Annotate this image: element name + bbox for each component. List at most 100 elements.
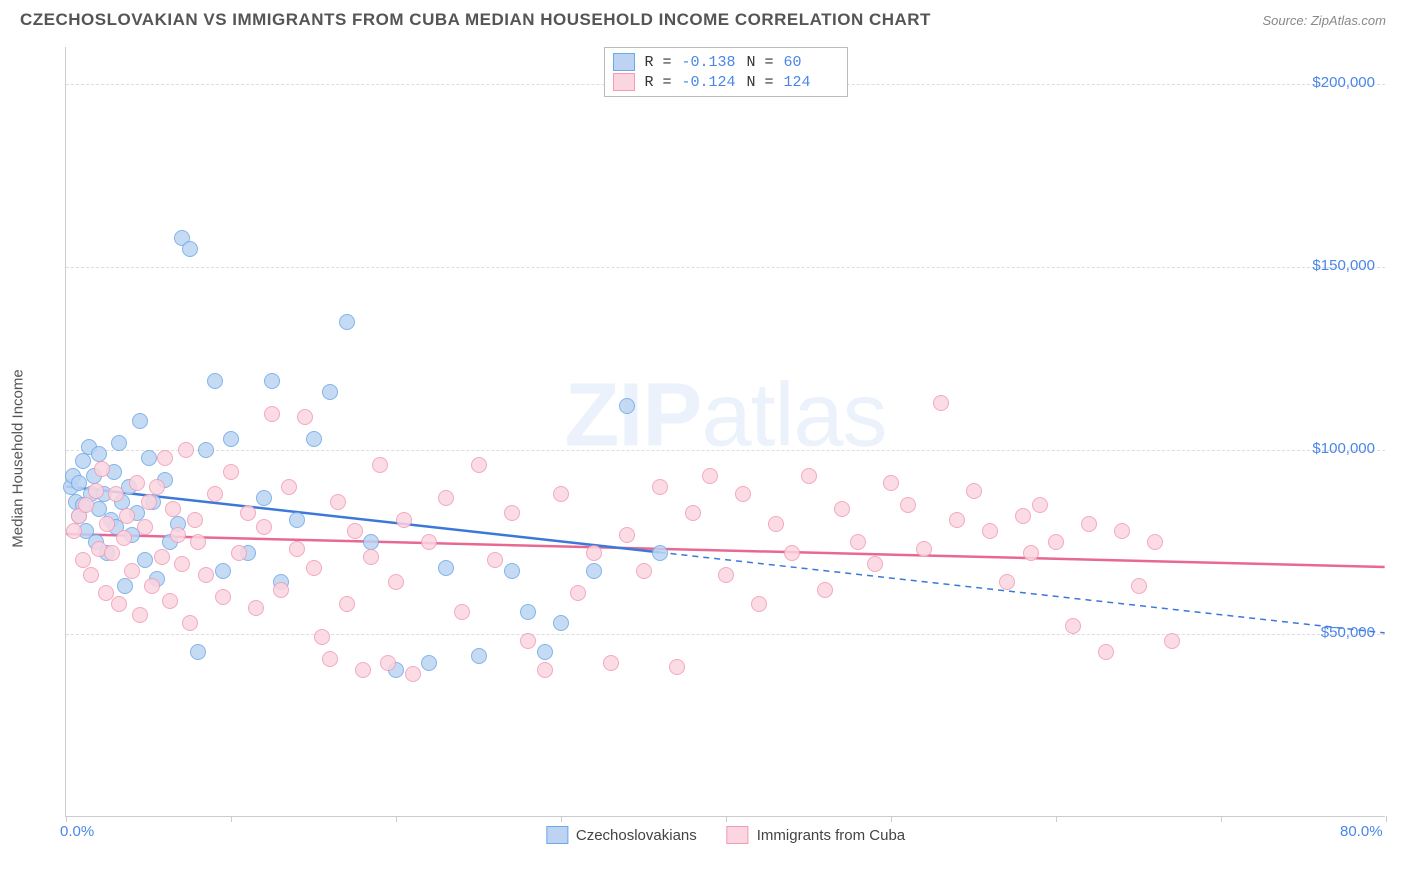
scatter-point xyxy=(883,475,899,491)
scatter-point xyxy=(322,384,338,400)
scatter-point xyxy=(306,431,322,447)
scatter-point xyxy=(652,545,668,561)
gridline xyxy=(66,634,1385,635)
scatter-point xyxy=(702,468,718,484)
scatter-point xyxy=(867,556,883,572)
scatter-point xyxy=(198,442,214,458)
legend-item-series2: Immigrants from Cuba xyxy=(727,826,905,844)
scatter-point xyxy=(471,457,487,473)
scatter-point xyxy=(141,494,157,510)
scatter-point xyxy=(240,505,256,521)
scatter-point xyxy=(949,512,965,528)
n-label: N = xyxy=(747,74,774,91)
scatter-point xyxy=(215,563,231,579)
bottom-legend: Czechoslovakians Immigrants from Cuba xyxy=(546,826,905,844)
scatter-point xyxy=(850,534,866,550)
scatter-point xyxy=(1023,545,1039,561)
swatch-series1 xyxy=(612,53,634,71)
scatter-point xyxy=(735,486,751,502)
scatter-point xyxy=(982,523,998,539)
scatter-point xyxy=(182,615,198,631)
x-tick xyxy=(396,816,397,822)
scatter-point xyxy=(570,585,586,601)
scatter-point xyxy=(88,483,104,499)
scatter-point xyxy=(405,666,421,682)
scatter-point xyxy=(108,486,124,502)
scatter-point xyxy=(933,395,949,411)
n-value-series1: 60 xyxy=(784,54,839,71)
scatter-point xyxy=(94,461,110,477)
scatter-point xyxy=(190,534,206,550)
scatter-point xyxy=(339,314,355,330)
x-tick-label: 0.0% xyxy=(60,823,94,840)
scatter-point xyxy=(636,563,652,579)
scatter-point xyxy=(586,545,602,561)
scatter-point xyxy=(355,662,371,678)
scatter-point xyxy=(111,596,127,612)
scatter-point xyxy=(99,516,115,532)
scatter-point xyxy=(363,534,379,550)
x-tick xyxy=(1056,816,1057,822)
scatter-point xyxy=(223,464,239,480)
legend-label-series2: Immigrants from Cuba xyxy=(757,827,905,844)
scatter-point xyxy=(553,615,569,631)
scatter-point xyxy=(372,457,388,473)
scatter-point xyxy=(751,596,767,612)
scatter-point xyxy=(768,516,784,532)
scatter-point xyxy=(187,512,203,528)
scatter-point xyxy=(132,607,148,623)
scatter-point xyxy=(297,409,313,425)
scatter-point xyxy=(1131,578,1147,594)
source-prefix: Source: xyxy=(1262,13,1310,28)
source-attribution: Source: ZipAtlas.com xyxy=(1262,13,1386,28)
scatter-point xyxy=(322,651,338,667)
correlation-stat-box: R = -0.138 N = 60 R = -0.124 N = 124 xyxy=(603,47,847,97)
scatter-point xyxy=(223,431,239,447)
scatter-point xyxy=(78,497,94,513)
scatter-point xyxy=(603,655,619,671)
scatter-point xyxy=(281,479,297,495)
scatter-point xyxy=(119,508,135,524)
scatter-point xyxy=(520,633,536,649)
scatter-point xyxy=(1164,633,1180,649)
scatter-point xyxy=(207,486,223,502)
x-tick xyxy=(1221,816,1222,822)
scatter-point xyxy=(421,534,437,550)
scatter-point xyxy=(314,629,330,645)
plot-area: ZIPatlas R = -0.138 N = 60 R = -0.124 N … xyxy=(65,47,1385,817)
legend-swatch-series2 xyxy=(727,826,749,844)
scatter-point xyxy=(289,512,305,528)
scatter-point xyxy=(1065,618,1081,634)
scatter-point xyxy=(817,582,833,598)
trend-line xyxy=(660,552,1385,633)
scatter-point xyxy=(504,563,520,579)
r-value-series2: -0.124 xyxy=(682,74,737,91)
watermark: ZIPatlas xyxy=(564,365,886,468)
source-link[interactable]: ZipAtlas.com xyxy=(1311,13,1386,28)
scatter-point xyxy=(330,494,346,510)
legend-label-series1: Czechoslovakians xyxy=(576,827,697,844)
scatter-point xyxy=(289,541,305,557)
scatter-point xyxy=(537,662,553,678)
trend-line xyxy=(66,534,1384,567)
scatter-point xyxy=(586,563,602,579)
scatter-point xyxy=(137,519,153,535)
scatter-point xyxy=(1098,644,1114,660)
scatter-point xyxy=(537,644,553,660)
scatter-point xyxy=(198,567,214,583)
n-value-series2: 124 xyxy=(784,74,839,91)
scatter-point xyxy=(83,567,99,583)
x-tick xyxy=(231,816,232,822)
scatter-point xyxy=(170,527,186,543)
scatter-point xyxy=(685,505,701,521)
scatter-point xyxy=(396,512,412,528)
y-tick-label: $200,000 xyxy=(1312,74,1381,91)
scatter-point xyxy=(1081,516,1097,532)
scatter-point xyxy=(421,655,437,671)
scatter-point xyxy=(174,556,190,572)
scatter-point xyxy=(162,593,178,609)
scatter-point xyxy=(75,552,91,568)
scatter-point xyxy=(190,644,206,660)
header: CZECHOSLOVAKIAN VS IMMIGRANTS FROM CUBA … xyxy=(10,10,1396,35)
y-axis-label: Median Household Income xyxy=(10,369,27,547)
